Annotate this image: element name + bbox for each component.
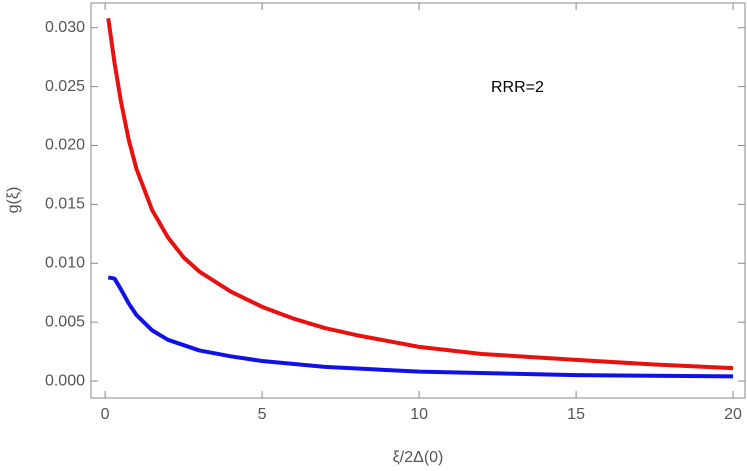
y-axis-label: g(ξ) — [5, 187, 22, 214]
x-tick-label: 15 — [567, 406, 585, 423]
y-tick-label: 0.020 — [45, 137, 85, 154]
x-tick-label: 20 — [724, 406, 742, 423]
y-tick-label: 0.000 — [45, 372, 85, 389]
plot-frame — [90, 2, 746, 399]
y-tick-label: 0.005 — [45, 313, 85, 330]
x-tick-label: 0 — [101, 406, 110, 423]
line-series — [107, 275, 734, 379]
y-tick-label: 0.025 — [45, 78, 85, 95]
y-tick-label: 0.010 — [45, 254, 85, 271]
x-tick-label: 10 — [410, 406, 428, 423]
annotation: RRR=2 — [491, 79, 544, 96]
line-series — [106, 18, 734, 371]
y-tick-label: 0.015 — [45, 196, 85, 213]
y-tick-label: 0.030 — [45, 19, 85, 36]
x-axis-label: ξ/2Δ(0) — [393, 449, 444, 466]
x-tick-label: 5 — [258, 406, 267, 423]
